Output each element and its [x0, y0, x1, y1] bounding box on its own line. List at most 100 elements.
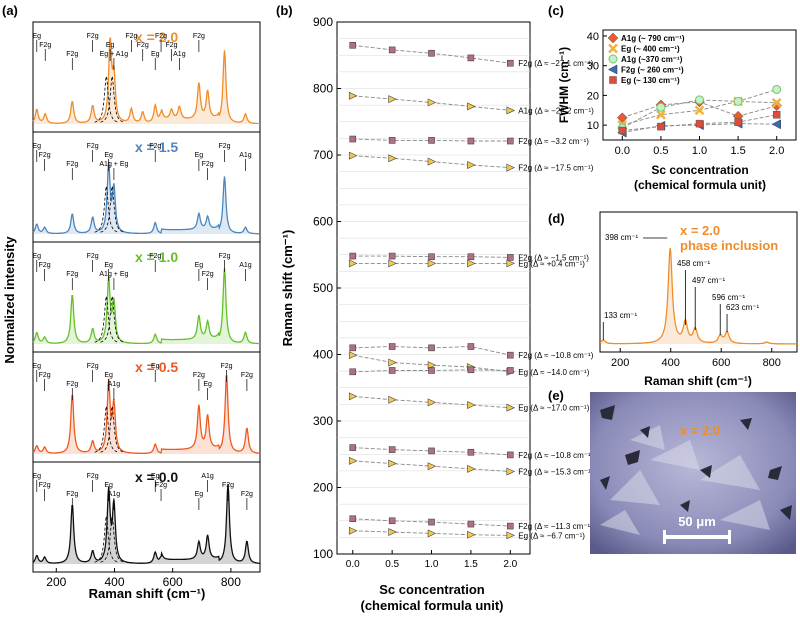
marker-square	[734, 118, 742, 126]
legend-label: Eg (~ 400 cm⁻¹)	[621, 45, 680, 54]
mode-label: F2g	[202, 161, 214, 168]
raman-spectra-panel: Normalized intensity Raman shift (cm⁻¹) …	[2, 21, 261, 601]
peak-annotation: 497 cm⁻¹	[692, 276, 725, 285]
data-point-triangle	[388, 154, 397, 163]
mode-label: F2g	[165, 42, 177, 49]
fwhm-panel: FWHM (cm⁻¹) Sc concentration (chemical f…	[557, 29, 797, 192]
mode-label: F2g	[155, 33, 167, 40]
mode-label: F2g	[202, 271, 214, 278]
panel-label-d: (d)	[548, 211, 565, 226]
x-tick-label: 800	[221, 575, 241, 589]
y-tick-label: 100	[313, 547, 333, 561]
plot-frame	[599, 211, 798, 353]
y-tick-label: 400	[313, 348, 333, 362]
mode-label: F2g	[39, 42, 51, 49]
series-line	[622, 114, 777, 131]
y-axis-label: Raman shift (cm⁻¹)	[280, 230, 295, 347]
mode-label: Eg	[151, 51, 160, 58]
mode-label: F2g	[241, 372, 253, 379]
mode-label: A1g	[239, 262, 252, 269]
spectrum-line	[32, 484, 260, 564]
data-point-triangle	[348, 351, 358, 360]
x-tick-label: 400	[104, 575, 124, 589]
mode-label: Eg	[33, 363, 42, 370]
x-tick-label: 600	[163, 575, 183, 589]
data-point-triangle	[506, 106, 516, 115]
data-point-triangle	[427, 361, 437, 370]
mode-label: Eg	[33, 143, 42, 150]
legend-label: F2g (~ 260 cm⁻¹)	[621, 66, 684, 75]
mode-label: F2g	[87, 143, 99, 150]
scale-bar	[663, 535, 731, 539]
y-tick-label: 40	[587, 31, 599, 43]
mode-label: Eg + A1g	[100, 51, 129, 58]
marker-circle	[608, 54, 618, 64]
data-point-triangle	[348, 151, 358, 160]
marker-diamond	[771, 100, 783, 112]
series-annotation: F2g (Δ ≈ −1.5 cm⁻¹)	[518, 253, 589, 262]
spectrum-line	[32, 268, 260, 345]
data-point-square	[349, 135, 357, 143]
data-point-square	[467, 366, 475, 374]
marker-square	[657, 122, 665, 131]
data-point-triangle	[388, 395, 397, 404]
y-tick-label: 300	[313, 414, 333, 428]
data-point-triangle	[348, 259, 358, 268]
data-point-square	[467, 253, 475, 261]
mode-label: Eg	[151, 473, 160, 480]
x-axis-label: Raman shift (cm⁻¹)	[89, 586, 206, 601]
data-point-triangle	[506, 403, 516, 412]
x-tick-label: 1.5	[464, 559, 478, 570]
mode-label: F2g	[149, 143, 161, 150]
data-point-square	[349, 252, 357, 260]
mode-label: Eg	[33, 473, 42, 480]
x-axis-label-2: (chemical formula unit)	[634, 178, 766, 192]
data-point-square	[467, 54, 475, 62]
data-point-square	[507, 522, 514, 530]
y-axis-label: Normalized intensity	[2, 236, 17, 364]
data-point-square	[507, 137, 514, 145]
marker-diamond	[616, 112, 628, 124]
mode-label: F2g	[39, 152, 51, 159]
data-point-square	[467, 343, 475, 350]
mode-label: A1g	[108, 381, 121, 388]
data-point-square	[467, 137, 475, 145]
data-point-square	[507, 451, 514, 459]
data-point-triangle	[506, 467, 516, 476]
micrograph-label: x = 2.0	[680, 423, 720, 438]
series-label: x = 0.0	[135, 469, 178, 485]
x-tick-label: 2.0	[769, 145, 784, 157]
data-point-triangle	[427, 98, 437, 107]
data-point-triangle	[348, 526, 358, 535]
x-tick-label: 200	[611, 357, 629, 369]
marker-square	[695, 119, 704, 128]
mode-label: Eg	[195, 262, 204, 269]
data-point-square	[349, 368, 357, 376]
mode-label: F2g	[66, 381, 78, 388]
data-point-square	[388, 517, 396, 525]
legend-label: A1g (~370 cm⁻¹)	[621, 55, 683, 64]
data-point-triangle	[467, 464, 476, 473]
data-point-triangle	[388, 528, 397, 537]
data-point-square	[388, 46, 396, 54]
mode-label: Eg	[195, 491, 204, 498]
mode-label: F2g	[39, 482, 51, 489]
mode-label: Eg	[151, 363, 160, 370]
series-label: x = 0.5	[135, 359, 178, 375]
data-point-triangle	[427, 462, 437, 471]
mode-label: F2g	[193, 33, 205, 40]
mode-label: A1g	[108, 491, 121, 498]
data-point-square	[349, 515, 357, 523]
y-tick-label: 200	[313, 481, 333, 495]
peak-annotation: 133 cm⁻¹	[604, 311, 637, 320]
data-point-square	[428, 137, 435, 144]
x-tick-label: 800	[763, 357, 781, 369]
mode-label: F2g	[87, 473, 99, 480]
series-annotation: F2g (Δ ≈ −27.1 cm⁻¹)	[518, 59, 593, 68]
data-point-square	[428, 49, 435, 57]
marker-triangle	[771, 119, 781, 130]
marker-circle	[656, 102, 666, 112]
mode-label: Eg	[33, 33, 42, 40]
data-point-triangle	[348, 392, 358, 401]
data-point-triangle	[388, 459, 397, 468]
